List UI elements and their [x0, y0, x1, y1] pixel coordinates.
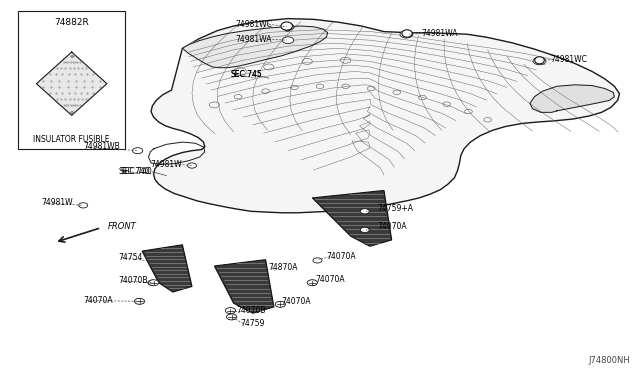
Circle shape [360, 209, 369, 214]
Circle shape [276, 302, 285, 307]
Bar [18, 11, 125, 149]
Text: 74070A: 74070A [378, 222, 407, 231]
Text: SEC.740: SEC.740 [118, 167, 150, 176]
Circle shape [226, 308, 235, 313]
Text: 74759: 74759 [240, 319, 264, 328]
Ellipse shape [535, 57, 544, 64]
Circle shape [148, 280, 157, 285]
Circle shape [132, 148, 143, 154]
Text: 74754: 74754 [118, 253, 143, 262]
Circle shape [307, 280, 317, 286]
Text: 74070A: 74070A [326, 252, 356, 261]
Circle shape [282, 37, 294, 44]
Text: 74981WC: 74981WC [235, 20, 272, 29]
Polygon shape [151, 19, 620, 213]
Circle shape [313, 258, 322, 263]
Text: FRONT: FRONT [108, 222, 136, 231]
Polygon shape [312, 190, 392, 246]
Text: 74981W: 74981W [151, 160, 182, 169]
Polygon shape [214, 260, 274, 313]
Text: 74759+A: 74759+A [378, 204, 413, 213]
Circle shape [134, 298, 145, 304]
Text: 74882R: 74882R [54, 18, 89, 27]
Circle shape [227, 314, 237, 320]
Circle shape [148, 280, 159, 286]
Text: 74870A: 74870A [269, 263, 298, 272]
Polygon shape [36, 52, 107, 115]
Text: SEC.745: SEC.745 [230, 70, 262, 79]
Circle shape [227, 314, 236, 320]
Text: 74981WA: 74981WA [236, 35, 272, 44]
Polygon shape [530, 85, 614, 112]
Ellipse shape [402, 30, 412, 37]
Circle shape [188, 163, 196, 168]
Circle shape [282, 23, 294, 30]
Circle shape [225, 308, 236, 314]
Circle shape [533, 57, 546, 65]
Text: SEC.745: SEC.745 [230, 70, 262, 79]
Circle shape [308, 280, 317, 285]
Text: INSULATOR FUSIBLE: INSULATOR FUSIBLE [33, 135, 109, 144]
Text: SEC.740: SEC.740 [120, 167, 152, 176]
Text: 74981WB: 74981WB [83, 142, 120, 151]
Text: 74070B: 74070B [118, 276, 148, 285]
Text: J74800NH: J74800NH [589, 356, 630, 365]
Circle shape [400, 31, 413, 38]
Circle shape [275, 301, 285, 307]
Text: 74981W: 74981W [42, 198, 73, 207]
Circle shape [360, 227, 369, 232]
Polygon shape [142, 245, 192, 292]
Circle shape [135, 299, 144, 304]
Ellipse shape [281, 22, 292, 30]
Text: 74070A: 74070A [83, 296, 113, 305]
Text: 74981WC: 74981WC [550, 55, 588, 64]
Text: 74070A: 74070A [282, 297, 311, 306]
Text: 74981WA: 74981WA [421, 29, 458, 38]
Polygon shape [182, 26, 328, 68]
Text: 74070B: 74070B [237, 306, 266, 315]
Circle shape [79, 203, 88, 208]
Text: 74070A: 74070A [315, 275, 344, 284]
